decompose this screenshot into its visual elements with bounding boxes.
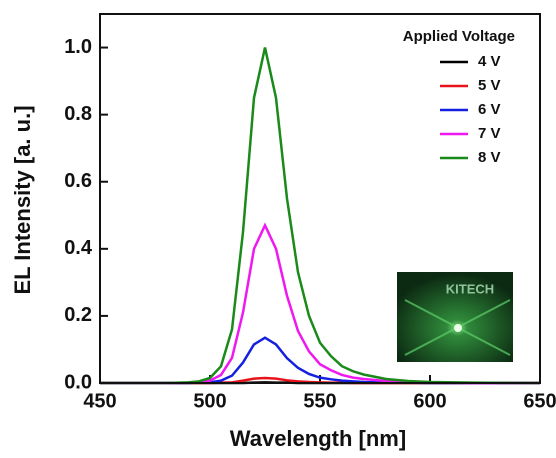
y-tick-label: 0.4 bbox=[64, 237, 93, 259]
legend-label: 4 V bbox=[478, 53, 501, 70]
x-tick-label: 550 bbox=[303, 390, 336, 412]
y-tick-label: 1.0 bbox=[64, 36, 92, 58]
legend-label: 6 V bbox=[478, 101, 501, 118]
y-tick-label: 0.8 bbox=[64, 103, 92, 125]
x-tick-label: 600 bbox=[413, 390, 446, 412]
y-tick-label: 0.2 bbox=[64, 304, 92, 326]
plot-frame bbox=[99, 13, 541, 384]
y-tick-label: 0.0 bbox=[64, 371, 92, 393]
y-axis-title: EL Intensity [a. u.] bbox=[10, 105, 35, 294]
legend-label: 8 V bbox=[478, 149, 501, 166]
inset-label: KITECH bbox=[446, 281, 494, 296]
legend-label: 5 V bbox=[478, 77, 501, 94]
series-line bbox=[100, 47, 541, 385]
inset-spot bbox=[454, 324, 462, 332]
legend-title: Applied Voltage bbox=[403, 28, 515, 45]
x-tick-label: 500 bbox=[193, 390, 226, 412]
legend-label: 7 V bbox=[478, 125, 501, 142]
series-line bbox=[100, 222, 540, 385]
x-axis-title: Wavelength [nm] bbox=[230, 426, 406, 451]
x-tick-label: 450 bbox=[83, 390, 116, 412]
y-tick-label: 0.6 bbox=[64, 170, 92, 192]
x-tick-label: 650 bbox=[523, 390, 556, 412]
